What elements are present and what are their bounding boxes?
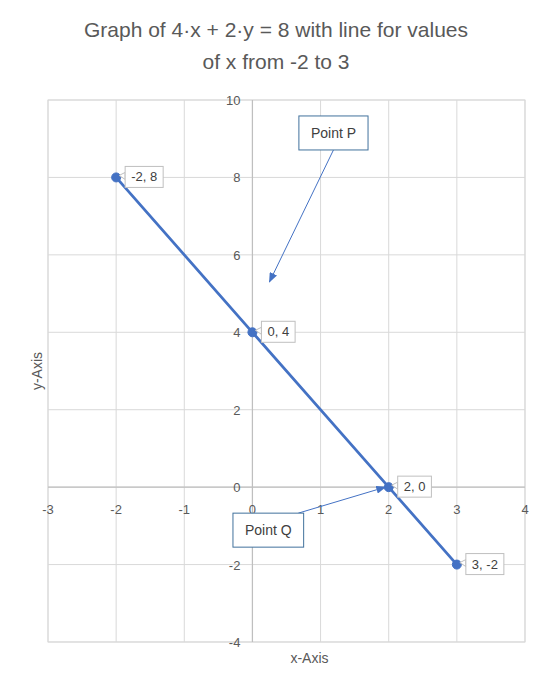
x-axis-line [48, 487, 525, 488]
title-line: of x from -2 to 3 [202, 50, 349, 73]
data-label: 2, 0 [404, 479, 426, 494]
grid-line-y [48, 254, 525, 255]
grid-line-x [184, 100, 185, 642]
annotation-box [299, 116, 368, 150]
plot-frame [48, 100, 525, 642]
y-tick-label: -2 [229, 558, 241, 573]
grid-line-x [388, 100, 389, 642]
grid-line-x [320, 100, 321, 642]
point-marker [384, 483, 393, 492]
data-label-pointer [460, 560, 466, 567]
data-label-box [398, 476, 432, 497]
x-tick-label: -2 [110, 502, 122, 517]
data-label-pointer [255, 327, 261, 334]
annotation-arrow [269, 150, 333, 282]
annotation-text: Point P [311, 125, 356, 141]
data-label-box [125, 166, 163, 187]
annotation-box [233, 513, 304, 547]
series-line [116, 177, 457, 564]
y-tick-label: 0 [233, 480, 240, 495]
point-marker [112, 173, 121, 182]
chart: Graph of 4·x + 2·y = 8 with line for val… [0, 0, 552, 692]
x-tick-label: -1 [179, 502, 191, 517]
y-tick-label: 4 [233, 325, 240, 340]
x-tick-label: -3 [42, 502, 54, 517]
y-tick-label: 6 [233, 248, 240, 263]
y-axis-title: y-Axis [29, 352, 45, 390]
y-axis-line [252, 100, 253, 642]
y-tick-label: -4 [229, 635, 241, 650]
data-label: 0, 4 [267, 324, 289, 339]
x-tick-label: 2 [385, 502, 392, 517]
x-axis-title: x-Axis [290, 650, 328, 666]
y-tick-label: 8 [233, 170, 240, 185]
y-tick-label: 10 [226, 93, 240, 108]
data-label-pointer [119, 172, 125, 179]
title-line: Graph of 4·x + 2·y = 8 with line for val… [84, 18, 468, 41]
x-tick-label: 4 [521, 502, 528, 517]
x-tick-label: 1 [317, 502, 324, 517]
grid-line-y [48, 409, 525, 410]
series [112, 173, 462, 569]
annotation-text: Point Q [245, 522, 292, 538]
title: Graph of 4·x + 2·y = 8 with line for val… [84, 18, 468, 73]
background [0, 0, 552, 692]
grid-line-y [48, 487, 525, 488]
data-label-box [466, 554, 504, 575]
grid-line-x [252, 100, 253, 642]
y-tick-label: 2 [233, 403, 240, 418]
grid [48, 100, 525, 642]
x-tick-label: 3 [453, 502, 460, 517]
data-label: 3, -2 [472, 557, 498, 572]
data-label-box [261, 321, 295, 342]
annotation-arrow [298, 487, 385, 513]
data-label-pointer [392, 482, 398, 489]
data-label: -2, 8 [131, 169, 157, 184]
point-marker [248, 328, 257, 337]
point-marker [452, 560, 461, 569]
